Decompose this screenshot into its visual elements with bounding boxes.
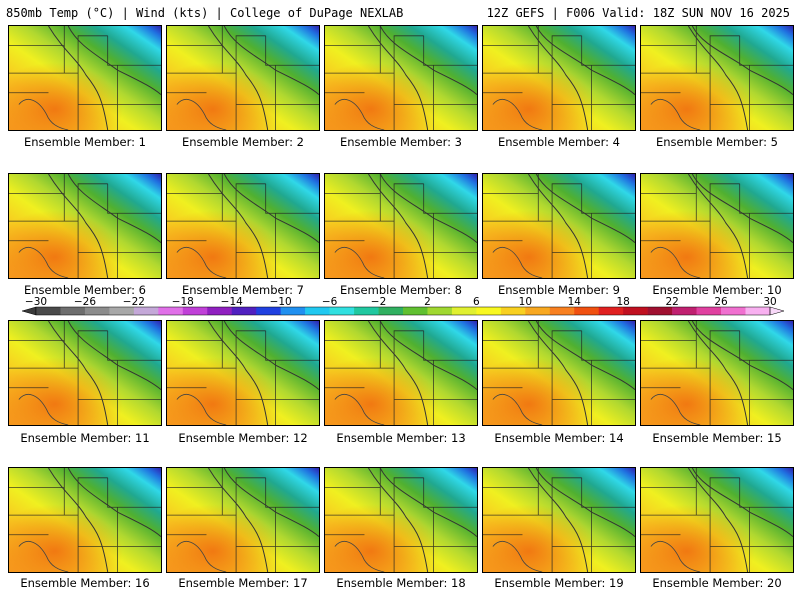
ensemble-member-map [324, 25, 478, 131]
colorbar-tick-label: 18 [617, 296, 630, 308]
ensemble-member-map [324, 320, 478, 426]
map-title: 850mb Temp (°C) | Wind (kts) | College o… [6, 6, 404, 20]
ensemble-member-label: Ensemble Member: 12 [178, 431, 308, 445]
colorbar-tick-label: 22 [665, 296, 678, 308]
ensemble-member-map [166, 320, 320, 426]
ensemble-member-map [482, 467, 636, 573]
colorbar-segment [329, 307, 355, 315]
colorbar-segment [549, 307, 575, 315]
colorbar-tick-label: −2 [371, 296, 386, 308]
ensemble-member-map [640, 467, 794, 573]
ensemble-member-label: Ensemble Member: 17 [178, 576, 308, 590]
ensemble-member-label: Ensemble Member: 13 [336, 431, 466, 445]
ensemble-member-label: Ensemble Member: 15 [652, 431, 782, 445]
colorbar-tick-label: 14 [568, 296, 582, 308]
colorbar-segment [231, 307, 257, 315]
colorbar-max-arrow [769, 306, 785, 316]
colorbar-segment [354, 307, 379, 315]
ensemble-member-label: Ensemble Member: 7 [182, 283, 304, 297]
ensemble-member-label: Ensemble Member: 1 [24, 135, 146, 149]
colorbar-tick-label: 2 [424, 296, 431, 308]
ensemble-member-map [8, 320, 162, 426]
ensemble-member-map [8, 173, 162, 279]
ensemble-member-label: Ensemble Member: 10 [652, 283, 782, 297]
ensemble-member-label: Ensemble Member: 8 [340, 283, 462, 297]
temperature-colorbar: −30−26−22−18−14−10−6−2261014182226303438… [21, 296, 785, 316]
ensemble-member-map [640, 320, 794, 426]
colorbar-segment [84, 307, 110, 315]
colorbar-segment [305, 307, 330, 315]
colorbar-tick-label: −22 [123, 296, 145, 308]
colorbar-segment [500, 307, 526, 315]
ensemble-member-map [166, 25, 320, 131]
ensemble-member-label: Ensemble Member: 6 [24, 283, 146, 297]
colorbar-segment [696, 307, 722, 315]
ensemble-member-label: Ensemble Member: 5 [656, 135, 778, 149]
ensemble-member-label: Ensemble Member: 9 [498, 283, 620, 297]
colorbar-segment [525, 307, 551, 315]
colorbar-segment [647, 307, 673, 315]
ensemble-member-map [324, 173, 478, 279]
colorbar-segment [280, 307, 306, 315]
colorbar-tick-label: −30 [25, 296, 47, 308]
ensemble-member-map [482, 320, 636, 426]
colorbar-tick-label: 26 [714, 296, 728, 308]
colorbar-segment [598, 307, 624, 315]
colorbar-segment [60, 307, 86, 315]
ensemble-member-label: Ensemble Member: 2 [182, 135, 304, 149]
colorbar-segment [403, 307, 428, 315]
colorbar-segment [476, 307, 502, 315]
colorbar-segment [672, 307, 697, 315]
colorbar-segment [109, 307, 135, 315]
ensemble-member-map [166, 467, 320, 573]
colorbar-segment [182, 307, 208, 315]
ensemble-member-label: Ensemble Member: 18 [336, 576, 466, 590]
colorbar-segment [378, 307, 404, 315]
colorbar-tick-label: 6 [473, 296, 480, 308]
colorbar-segment [36, 307, 61, 315]
ensemble-member-label: Ensemble Member: 11 [20, 431, 150, 445]
colorbar-tick-label: −26 [74, 296, 96, 308]
colorbar-tick-label: 10 [519, 296, 532, 308]
colorbar-min-arrow [21, 306, 37, 316]
colorbar-segment [158, 307, 184, 315]
ensemble-member-label: Ensemble Member: 19 [494, 576, 624, 590]
colorbar-segment [207, 307, 233, 315]
ensemble-member-map [166, 173, 320, 279]
ensemble-member-label: Ensemble Member: 20 [652, 576, 782, 590]
colorbar-segment [745, 307, 771, 315]
ensemble-member-label: Ensemble Member: 4 [498, 135, 620, 149]
colorbar-segment [721, 307, 746, 315]
colorbar-tick-label: −14 [221, 296, 243, 308]
colorbar-tick-label: −18 [172, 296, 194, 308]
ensemble-member-label: Ensemble Member: 14 [494, 431, 624, 445]
colorbar-tick-label: −6 [322, 296, 338, 308]
colorbar-segment [451, 307, 477, 315]
ensemble-member-map [8, 25, 162, 131]
ensemble-member-map [482, 173, 636, 279]
ensemble-member-label: Ensemble Member: 16 [20, 576, 150, 590]
model-run-valid-time: 12Z GEFS | F006 Valid: 18Z SUN NOV 16 20… [486, 6, 790, 20]
ensemble-member-map [324, 467, 478, 573]
colorbar-tick-label: −10 [270, 296, 292, 308]
ensemble-member-map [482, 25, 636, 131]
colorbar-segment [574, 307, 600, 315]
colorbar-segment [133, 307, 159, 315]
colorbar-tick-label: 30 [763, 296, 776, 308]
colorbar-segment [623, 307, 648, 315]
ensemble-member-map [640, 25, 794, 131]
ensemble-member-label: Ensemble Member: 3 [340, 135, 462, 149]
ensemble-member-map [8, 467, 162, 573]
colorbar-segment [256, 307, 281, 315]
colorbar-segment [427, 307, 453, 315]
ensemble-member-map [640, 173, 794, 279]
